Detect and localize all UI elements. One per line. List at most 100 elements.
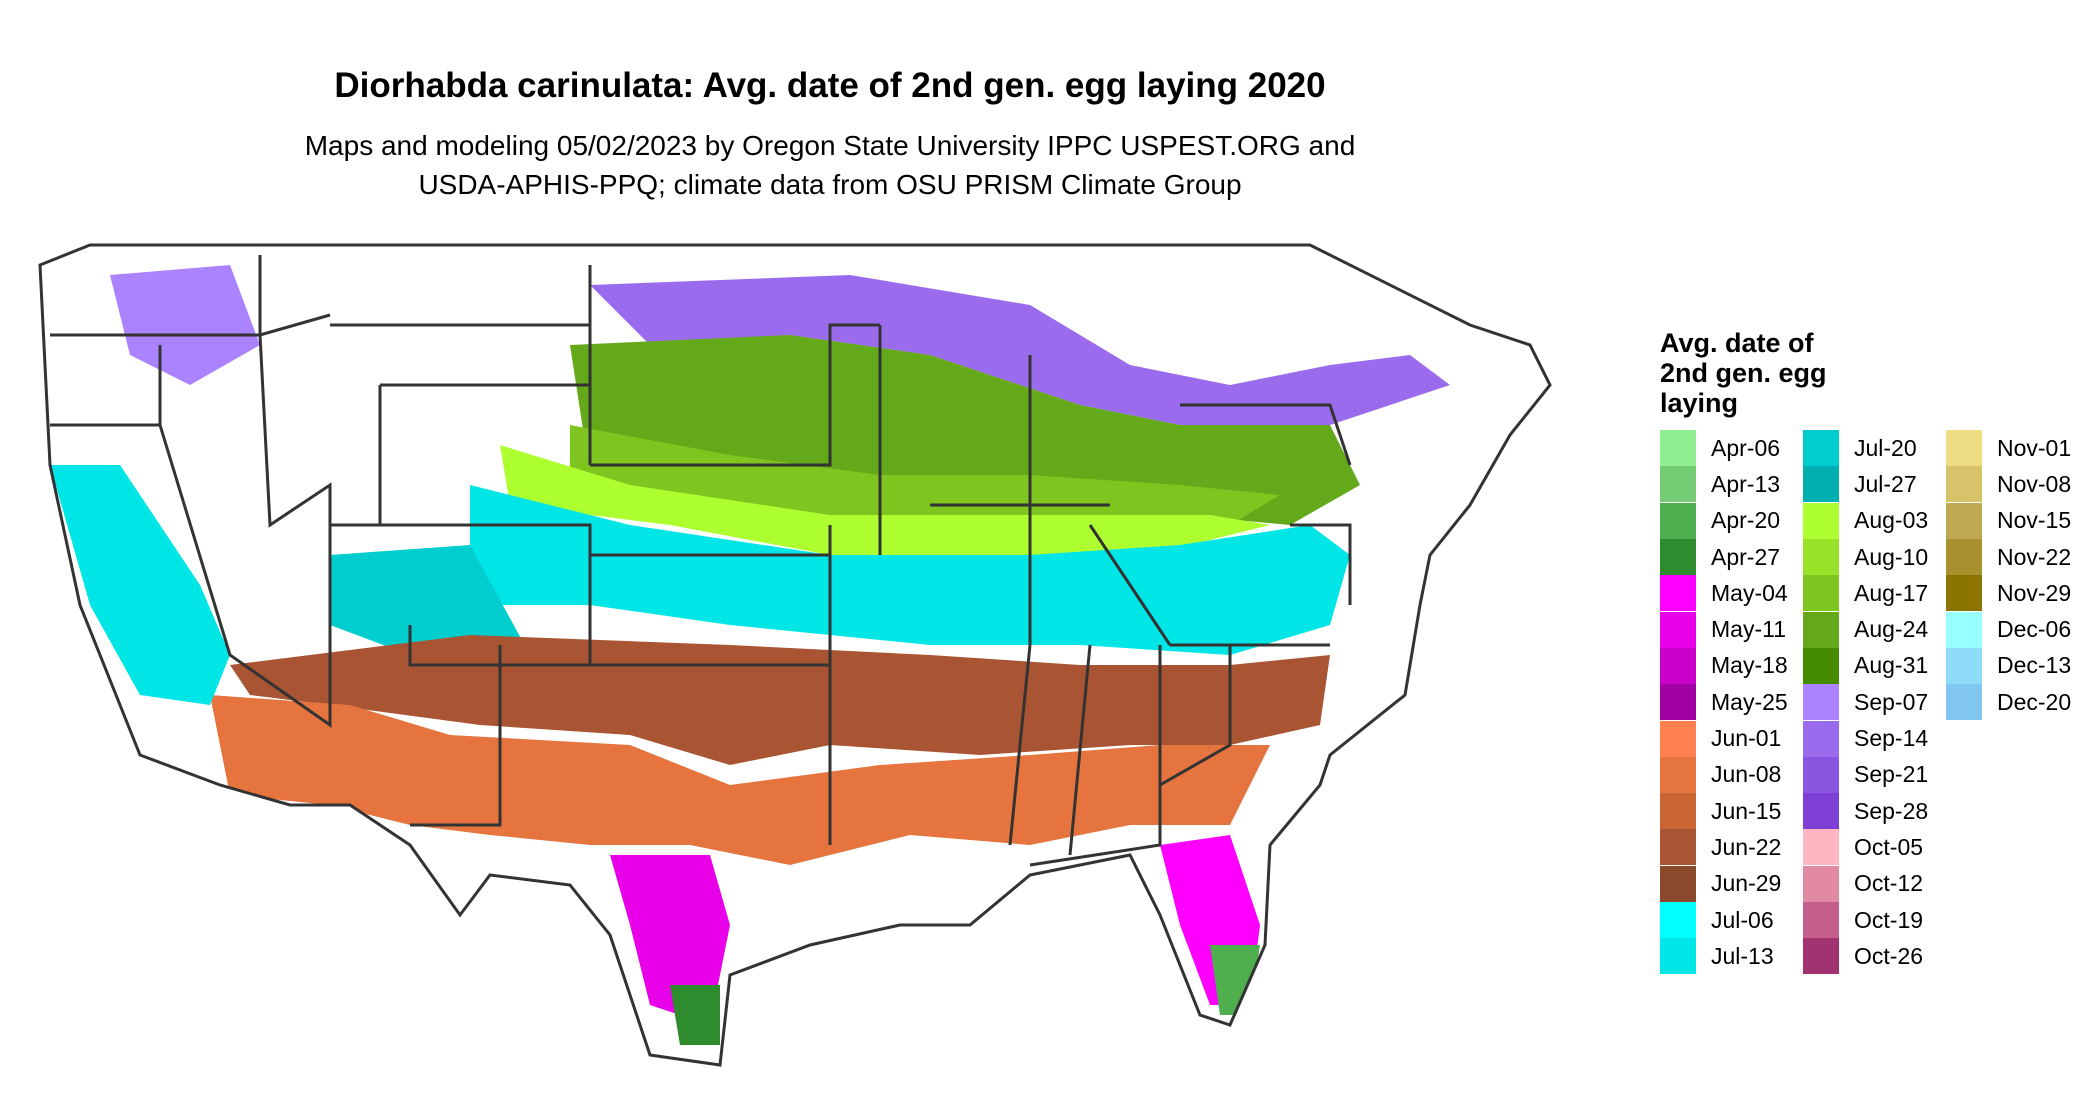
legend-label: Nov-08 bbox=[1997, 470, 2072, 497]
legend-item: Aug-17 bbox=[1803, 575, 1946, 612]
legend-label: Oct-26 bbox=[1854, 942, 1924, 969]
legend-swatch bbox=[1803, 611, 1839, 648]
legend-swatch bbox=[1946, 466, 1982, 503]
region-aug-17 bbox=[570, 425, 1280, 525]
region-aug-03 bbox=[500, 445, 1270, 555]
legend-label: Jun-22 bbox=[1711, 833, 1782, 860]
legend-label: Aug-31 bbox=[1854, 652, 1929, 679]
legend-item: Aug-31 bbox=[1803, 647, 1946, 684]
legend-swatch bbox=[1803, 865, 1839, 902]
legend-swatch bbox=[1660, 466, 1696, 503]
us-outline bbox=[38, 243, 1552, 1067]
legend-item: Apr-06 bbox=[1660, 430, 1803, 467]
legend-label: Jul-13 bbox=[1711, 942, 1774, 969]
legend-swatch bbox=[1803, 502, 1839, 539]
legend-label: May-25 bbox=[1711, 688, 1788, 715]
legend-label: Oct-12 bbox=[1854, 870, 1924, 897]
region-apr-27-tx bbox=[670, 985, 720, 1045]
legend-label: Nov-22 bbox=[1997, 543, 2072, 570]
legend-label: Apr-13 bbox=[1711, 470, 1781, 497]
legend-column: Nov-01 Nov-08 Nov-15 Nov-22 Nov-29 Dec-06 Dec-… bbox=[1946, 430, 2089, 974]
region-may-11-tx bbox=[610, 855, 730, 1025]
map-title: Diorhabda carinulata: Avg. date of 2nd g… bbox=[334, 66, 1326, 105]
legend-swatch bbox=[1946, 575, 1982, 612]
legend-label: Dec-13 bbox=[1997, 652, 2072, 679]
legend-column: Jul-20 Jul-27 Aug-03 Aug-10 Aug-17 Aug-24 Aug-… bbox=[1803, 430, 1946, 975]
legend-swatch bbox=[1660, 684, 1696, 721]
legend-swatch bbox=[1803, 902, 1839, 938]
legend-item: Apr-27 bbox=[1660, 539, 1803, 576]
legend-label: May-04 bbox=[1711, 579, 1788, 606]
legend-title-line-1: Avg. date of bbox=[1660, 328, 1814, 358]
legend-label: Nov-15 bbox=[1997, 507, 2072, 534]
legend-label: Jun-29 bbox=[1711, 870, 1782, 897]
legend-item: Jul-06 bbox=[1660, 902, 1803, 938]
region-jul-13 bbox=[470, 485, 1350, 655]
legend-label: Apr-06 bbox=[1711, 434, 1781, 461]
legend-label: Aug-10 bbox=[1854, 543, 1929, 570]
legend-swatch bbox=[1803, 829, 1839, 866]
legend-item: Jul-20 bbox=[1803, 430, 1946, 467]
legend-item: Aug-03 bbox=[1803, 502, 1946, 539]
legend-swatch bbox=[1803, 684, 1839, 721]
legend-item: Dec-13 bbox=[1946, 647, 2089, 684]
subtitle-line-1: Maps and modeling 05/02/2023 by Oregon S… bbox=[304, 130, 1356, 161]
legend-swatch bbox=[1660, 430, 1696, 467]
legend-item: Apr-20 bbox=[1660, 502, 1803, 539]
legend-item: Jun-01 bbox=[1660, 720, 1803, 757]
legend-label: Jul-20 bbox=[1854, 434, 1917, 461]
legend-item: May-11 bbox=[1660, 611, 1803, 648]
legend-swatch bbox=[1660, 647, 1696, 684]
legend-label: Sep-14 bbox=[1854, 725, 1929, 752]
legend-item: Apr-13 bbox=[1660, 466, 1803, 503]
legend-swatch bbox=[1803, 720, 1839, 757]
legend-label: May-11 bbox=[1711, 616, 1786, 643]
legend-item: Aug-24 bbox=[1803, 611, 1946, 648]
subtitle-line-2: USDA-APHIS-PPQ; climate data from OSU PR… bbox=[418, 169, 1242, 200]
legend-swatch bbox=[1660, 720, 1696, 757]
legend-swatch bbox=[1803, 539, 1839, 576]
legend-label: Sep-21 bbox=[1854, 761, 1929, 788]
legend-item: Sep-07 bbox=[1803, 684, 1946, 721]
legend-swatch bbox=[1660, 938, 1696, 975]
region-sep-07-nw bbox=[110, 265, 260, 385]
legend-swatch bbox=[1803, 466, 1839, 503]
legend-label: Dec-20 bbox=[1997, 688, 2072, 715]
legend-swatch bbox=[1803, 430, 1839, 467]
legend-swatch bbox=[1660, 865, 1696, 902]
legend-item: May-18 bbox=[1660, 647, 1803, 684]
legend-item: Sep-14 bbox=[1803, 720, 1946, 757]
legend-item: Oct-12 bbox=[1803, 865, 1946, 902]
legend-swatch bbox=[1946, 430, 1982, 467]
us-phenology-map bbox=[38, 243, 1552, 1067]
legend-swatch bbox=[1660, 539, 1696, 576]
legend-swatch bbox=[1803, 647, 1839, 684]
region-sep-14 bbox=[590, 275, 1450, 425]
legend-swatch bbox=[1946, 539, 1982, 576]
legend-title-line-3: laying bbox=[1660, 388, 1739, 418]
legend-item: Jun-29 bbox=[1660, 865, 1803, 902]
legend-swatch bbox=[1660, 902, 1696, 938]
legend-swatch bbox=[1803, 756, 1839, 793]
legend-item: Dec-20 bbox=[1946, 684, 2089, 721]
legend-label: Jul-27 bbox=[1854, 470, 1917, 497]
legend-label: Jun-15 bbox=[1711, 797, 1782, 824]
legend-label: Jun-01 bbox=[1711, 725, 1782, 752]
legend-item: Dec-06 bbox=[1946, 611, 2089, 648]
legend-item: Jun-15 bbox=[1660, 793, 1803, 830]
region-jul-20 bbox=[330, 545, 530, 655]
legend-columns: Apr-06 Apr-13 Apr-20 Apr-27 May-04 May-11 May-… bbox=[1660, 430, 2089, 975]
legend-item: Jul-13 bbox=[1660, 938, 1803, 975]
legend-item: Jun-08 bbox=[1660, 756, 1803, 793]
state-borders bbox=[38, 243, 1552, 1067]
legend-item: Jul-27 bbox=[1803, 466, 1946, 503]
map-subtitle: Maps and modeling 05/02/2023 by Oregon S… bbox=[0, 126, 1660, 204]
legend-swatch bbox=[1660, 793, 1696, 830]
legend-label: Nov-29 bbox=[1997, 579, 2072, 606]
legend-item: Nov-29 bbox=[1946, 575, 2089, 612]
region-jun-22 bbox=[230, 635, 1330, 765]
legend-swatch bbox=[1803, 938, 1839, 975]
legend-swatch bbox=[1946, 502, 1982, 539]
legend-swatch bbox=[1803, 793, 1839, 830]
legend-swatch bbox=[1660, 756, 1696, 793]
